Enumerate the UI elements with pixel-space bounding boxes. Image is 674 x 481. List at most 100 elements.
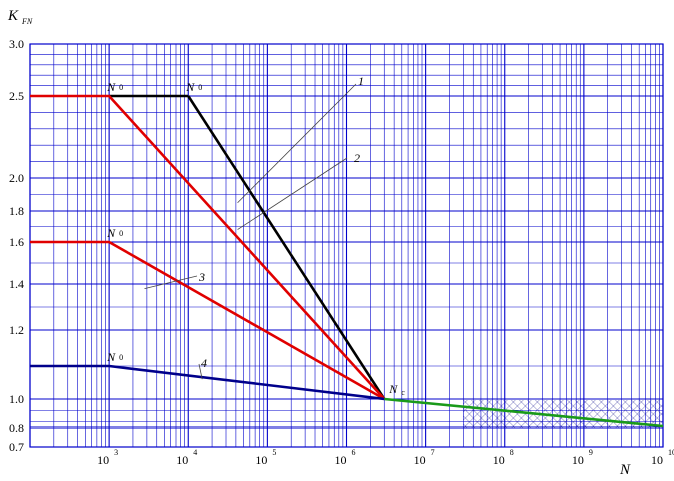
hatch-line bbox=[167, 400, 195, 428]
hatch-line bbox=[151, 400, 179, 428]
y-tick-label: 0.7 bbox=[9, 440, 24, 454]
curve-label-1: 1 bbox=[358, 74, 364, 88]
hatch-line bbox=[223, 400, 251, 428]
curve-label-4: 4 bbox=[201, 356, 207, 370]
grid bbox=[29, 43, 664, 447]
hatch-line bbox=[583, 400, 612, 428]
y-tick-label: 0.8 bbox=[9, 421, 24, 435]
annotation-N-sub: 0 bbox=[119, 229, 123, 238]
hatch-line bbox=[359, 400, 387, 428]
x-tick-label: 10 bbox=[176, 453, 188, 467]
plot-frame bbox=[29, 43, 664, 448]
hatch-line bbox=[167, 400, 195, 428]
hatch-line bbox=[663, 400, 674, 428]
hatch-line bbox=[247, 400, 275, 428]
hatch-line bbox=[543, 400, 572, 428]
hatch-line bbox=[151, 400, 179, 428]
x-tick-label: 10 bbox=[414, 453, 426, 467]
hatch-line bbox=[463, 400, 476, 413]
annotation-N: N bbox=[106, 226, 116, 240]
hatch-line bbox=[615, 400, 644, 428]
hatch-line bbox=[375, 400, 403, 428]
y-tick-label: 1.6 bbox=[9, 235, 24, 249]
hatch-line bbox=[463, 415, 476, 428]
series-tail-line bbox=[384, 397, 664, 428]
hatch-line bbox=[463, 400, 484, 421]
x-axis-label: N bbox=[619, 462, 631, 478]
y-tick-label: 1.8 bbox=[9, 204, 24, 218]
hatch-line bbox=[183, 400, 211, 428]
y-tick-label: 1.0 bbox=[9, 392, 24, 406]
hatch-line bbox=[143, 400, 171, 428]
x-tick-exponent: 8 bbox=[510, 448, 514, 457]
hatch-line bbox=[367, 400, 395, 428]
hatch-line bbox=[559, 400, 588, 428]
hatch-line bbox=[343, 400, 371, 428]
hatch-line bbox=[487, 400, 516, 428]
hatch-line bbox=[655, 400, 664, 408]
annotation-N-sub: 0 bbox=[119, 353, 123, 362]
x-tick-exponent: 9 bbox=[589, 448, 593, 457]
x-tick-label: 10 bbox=[572, 453, 584, 467]
hatch-line bbox=[183, 400, 211, 428]
hatch-line bbox=[391, 400, 419, 428]
y-tick-label: 2.5 bbox=[9, 89, 24, 103]
hatch-line bbox=[471, 400, 500, 428]
annotation-N-sub: c bbox=[401, 388, 405, 397]
hatch-line bbox=[271, 400, 299, 428]
hatch-line bbox=[143, 400, 171, 428]
x-tick-label: 10 bbox=[335, 453, 347, 467]
hatch-line bbox=[463, 400, 492, 428]
series-1-line bbox=[187, 95, 386, 400]
plot-border bbox=[29, 43, 664, 448]
y-axis-label: K bbox=[7, 8, 19, 24]
hatch-line bbox=[351, 400, 379, 428]
annotation-N: N bbox=[388, 382, 398, 396]
series-2-line bbox=[30, 94, 386, 400]
hatch-line bbox=[215, 400, 243, 428]
hatch-line bbox=[391, 400, 419, 428]
x-tick-label: 10 bbox=[651, 453, 663, 467]
y-tick-label: 1.4 bbox=[9, 277, 24, 291]
x-tick-exponent: 4 bbox=[193, 448, 197, 457]
hatch-line bbox=[383, 400, 411, 428]
hatch-line bbox=[191, 400, 219, 428]
x-tick-label: 10 bbox=[97, 453, 109, 467]
hatch-line bbox=[335, 400, 363, 428]
leader-lines bbox=[144, 83, 357, 380]
y-tick-label: 3.0 bbox=[9, 37, 24, 51]
curve-3-leader bbox=[144, 275, 198, 289]
hatch-line bbox=[303, 400, 331, 428]
hatch-line bbox=[359, 400, 387, 428]
annotation-N: N bbox=[106, 350, 116, 364]
hatch-line bbox=[599, 400, 628, 428]
hatch-line bbox=[647, 412, 664, 428]
hatch-line bbox=[175, 400, 203, 428]
hatch-line bbox=[607, 400, 636, 428]
hatch-line bbox=[591, 400, 620, 428]
curve-label-3: 3 bbox=[198, 270, 205, 284]
hatch-line bbox=[207, 400, 235, 428]
hatch-line bbox=[479, 400, 508, 428]
hatch-line bbox=[295, 400, 323, 428]
hatch-line bbox=[247, 400, 275, 428]
annotation-N-sub: 0 bbox=[119, 83, 123, 92]
hatch-line bbox=[199, 400, 227, 428]
annotation-N-sub: 0 bbox=[198, 83, 202, 92]
hatch-line bbox=[383, 400, 411, 428]
series-4-line bbox=[30, 364, 385, 401]
x-tick-exponent: 5 bbox=[272, 448, 276, 457]
hatch-line bbox=[495, 400, 524, 428]
hatch-line bbox=[655, 420, 664, 428]
hatch-line bbox=[551, 400, 580, 428]
hatch-line bbox=[191, 400, 219, 428]
curve-2-leader bbox=[237, 157, 348, 230]
x-tick-exponent: 3 bbox=[114, 448, 118, 457]
hatch-line bbox=[663, 400, 674, 428]
hatch-line bbox=[207, 400, 235, 428]
hatch-line bbox=[223, 400, 251, 428]
x-tick-exponent: 10 bbox=[668, 448, 674, 457]
hatch-line bbox=[175, 400, 203, 428]
series-3-line bbox=[30, 240, 385, 401]
hatch-line bbox=[295, 400, 323, 428]
